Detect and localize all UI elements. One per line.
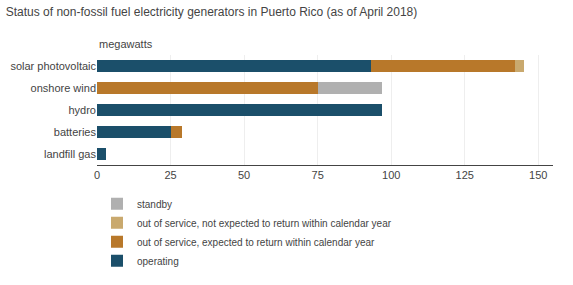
svg-text:125: 125: [456, 169, 474, 181]
svg-text:onshore wind: onshore wind: [31, 82, 96, 94]
svg-text:solar photovoltaic: solar photovoltaic: [10, 60, 96, 72]
svg-text:hydro: hydro: [68, 104, 96, 116]
svg-text:0: 0: [94, 169, 100, 181]
svg-text:operating: operating: [137, 256, 179, 267]
svg-text:out of service, not expected t: out of service, not expected to return w…: [137, 218, 392, 229]
svg-text:out of service, expected to re: out of service, expected to return withi…: [137, 237, 375, 248]
svg-text:batteries: batteries: [54, 126, 97, 138]
svg-text:landfill gas: landfill gas: [44, 148, 96, 160]
svg-text:Status of non-fossil fuel elec: Status of non-fossil fuel electricity ge…: [6, 5, 418, 19]
svg-text:50: 50: [238, 169, 250, 181]
svg-text:megawatts: megawatts: [99, 38, 153, 50]
svg-text:25: 25: [164, 169, 176, 181]
svg-text:100: 100: [382, 169, 400, 181]
svg-text:150: 150: [529, 169, 547, 181]
svg-text:75: 75: [312, 169, 324, 181]
svg-text:standby: standby: [137, 199, 172, 210]
